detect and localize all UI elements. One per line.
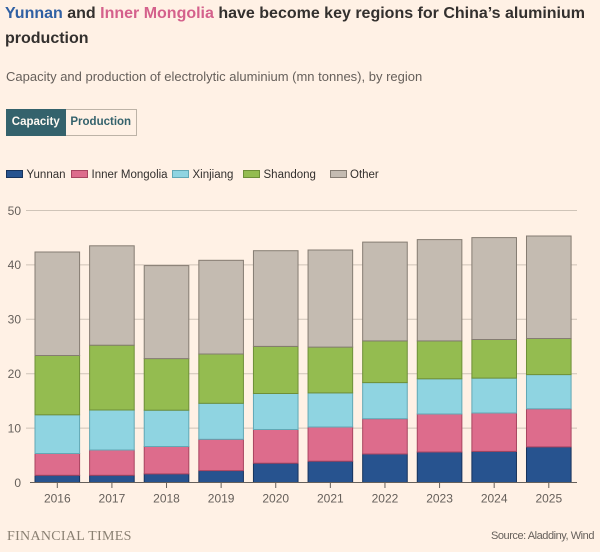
svg-text:20: 20	[8, 367, 22, 381]
svg-text:30: 30	[8, 313, 22, 327]
svg-text:2023: 2023	[426, 492, 453, 506]
svg-text:2022: 2022	[372, 492, 399, 506]
svg-text:2025: 2025	[535, 492, 562, 506]
svg-text:2016: 2016	[44, 492, 71, 506]
svg-text:2019: 2019	[208, 492, 235, 506]
svg-text:2024: 2024	[481, 492, 508, 506]
svg-text:2017: 2017	[99, 492, 126, 506]
svg-text:10: 10	[8, 421, 22, 435]
svg-text:50: 50	[8, 204, 22, 218]
svg-text:2021: 2021	[317, 492, 344, 506]
svg-text:2020: 2020	[262, 492, 289, 506]
svg-text:2018: 2018	[153, 492, 180, 506]
svg-text:0: 0	[14, 476, 21, 490]
svg-text:40: 40	[8, 258, 22, 272]
